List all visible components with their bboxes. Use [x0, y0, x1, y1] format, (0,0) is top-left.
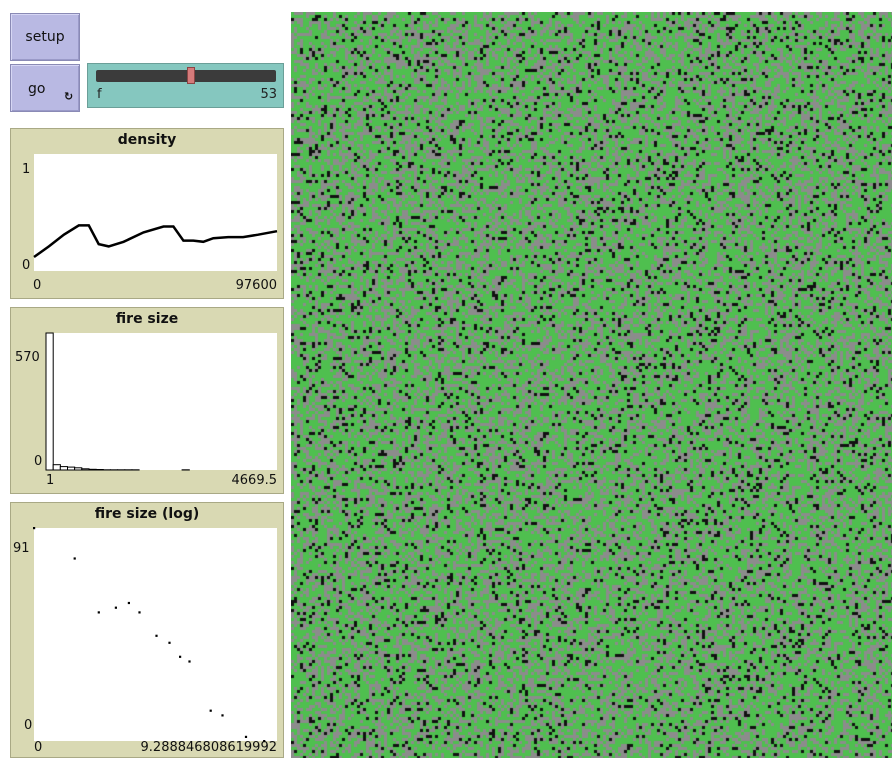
fire-size-log-point — [263, 740, 265, 742]
fire-size-bar — [75, 468, 82, 470]
fire-size-log-point — [128, 602, 130, 604]
fire-size-plot-svg — [11, 308, 285, 495]
fire-size-log-plot-svg — [11, 503, 285, 759]
fire-size-log-point — [138, 611, 140, 613]
f-slider[interactable]: f 53 — [87, 63, 284, 108]
fire-size-bar — [96, 470, 103, 471]
go-button[interactable]: go ↻ — [10, 64, 80, 112]
density-line — [34, 225, 277, 257]
setup-button[interactable]: setup — [10, 13, 80, 61]
fire-size-log-point — [168, 642, 170, 644]
slider-track[interactable] — [96, 70, 276, 82]
slider-value: 53 — [260, 87, 277, 102]
fire-size-log-point — [74, 557, 76, 559]
fire-size-log-point — [188, 660, 190, 662]
slider-thumb[interactable] — [187, 67, 195, 84]
forever-icon: ↻ — [64, 90, 73, 103]
go-button-label: go — [28, 81, 45, 97]
forest-patches-canvas[interactable] — [291, 12, 892, 758]
fire-size-bar — [60, 467, 67, 470]
fire-size-log-point — [210, 710, 212, 712]
fire-size-bar — [89, 469, 96, 470]
setup-button-label: setup — [11, 29, 79, 45]
density-plot-svg — [11, 129, 285, 300]
density-plot: density 1 0 0 97600 — [10, 128, 284, 299]
fire-size-log-plot: fire size (log) 91 0 0 9.288846808619992 — [10, 502, 284, 758]
world-view[interactable] — [291, 12, 892, 758]
fire-size-bar — [53, 465, 60, 470]
slider-label: f — [97, 87, 102, 102]
fire-size-log-point — [179, 656, 181, 658]
fire-size-bar — [68, 467, 75, 470]
fire-size-log-point — [98, 611, 100, 613]
fire-size-log-point — [115, 607, 117, 609]
fire-size-log-point — [33, 527, 35, 529]
fire-size-log-point — [155, 635, 157, 637]
fire-size-bar — [46, 333, 53, 470]
fire-size-plot: fire size 570 0 1 4669.5 — [10, 307, 284, 494]
fire-size-bar — [82, 469, 89, 470]
fire-size-log-point — [245, 736, 247, 738]
fire-size-log-point — [221, 714, 223, 716]
